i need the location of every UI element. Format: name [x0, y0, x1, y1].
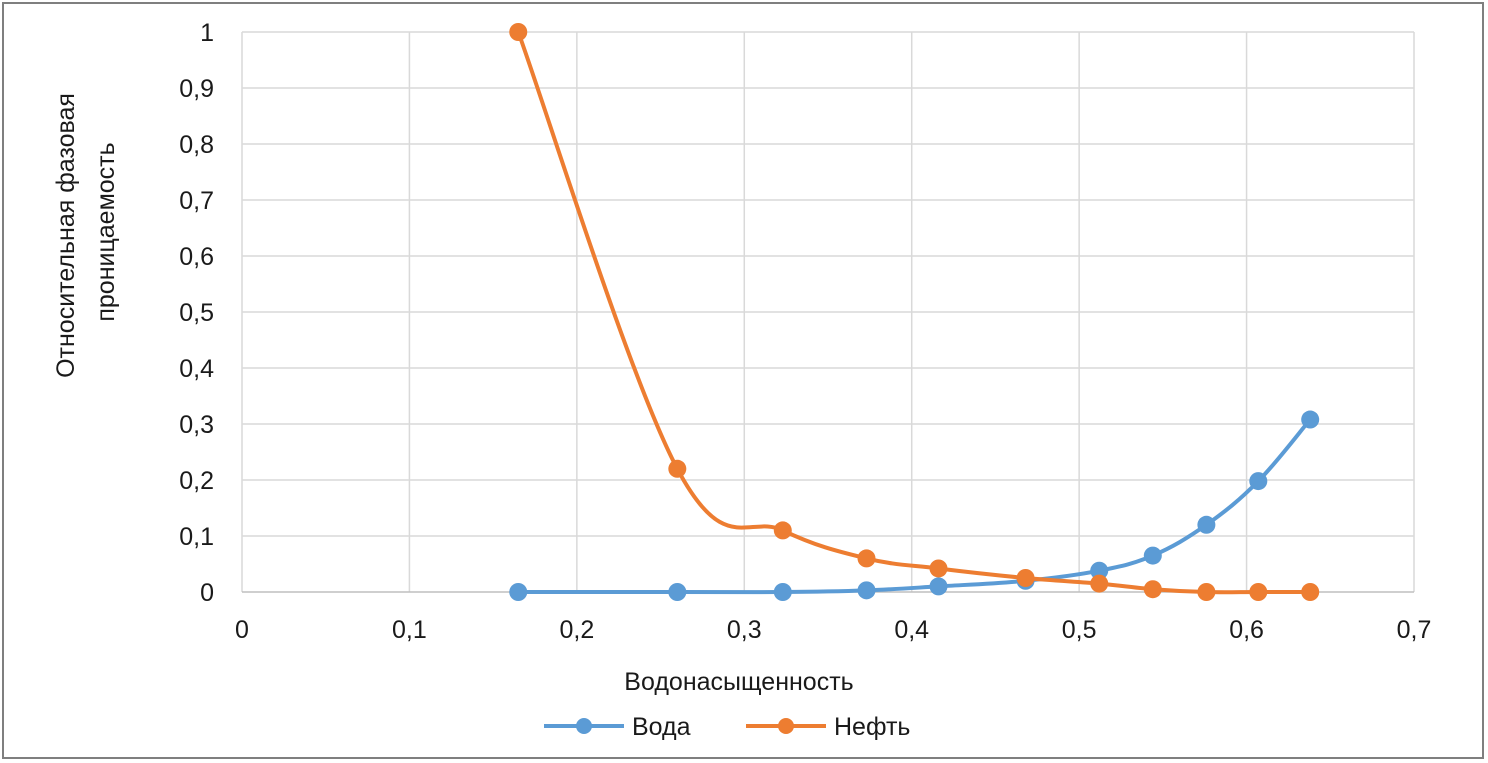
data-point — [1143, 546, 1162, 565]
y-tick-label: 0,8 — [179, 131, 214, 159]
y-tick-label: 0,5 — [179, 299, 214, 327]
data-point — [1249, 583, 1268, 601]
y-tick-label: 0,9 — [179, 75, 214, 103]
x-tick-label: 0,3 — [727, 616, 762, 644]
x-tick-label: 0 — [235, 616, 249, 644]
legend-label: Нефть — [834, 713, 910, 741]
data-point — [1197, 515, 1216, 534]
y-axis-title-line-2: проницаемость — [92, 142, 120, 321]
x-tick-label: 0,2 — [559, 616, 594, 644]
data-point — [857, 549, 876, 568]
x-tick-label: 0,1 — [392, 616, 427, 644]
y-tick-label: 0,7 — [179, 187, 214, 215]
tick-labels: 0 0,1 0,2 0,3 0,4 0,5 0,6 0,7 0 0,1 0,2 0,3 0,4 0,5 0,… — [179, 19, 1431, 644]
x-tick-label: 0,6 — [1229, 616, 1264, 644]
data-point — [929, 577, 948, 596]
y-tick-label: 0,6 — [179, 243, 214, 271]
data-point — [668, 583, 687, 601]
data-point — [509, 583, 528, 601]
x-axis-title: Водонасыщенность — [624, 668, 853, 696]
chart-svg: 0 0,1 0,2 0,3 0,4 0,5 0,6 0,7 0 0,1 0,2 0,3 0,4 0,5 0,… — [52, 19, 1431, 741]
legend: Вода Нефть — [544, 713, 910, 741]
y-tick-label: 1 — [200, 19, 214, 47]
y-tick-label: 0 — [200, 579, 214, 607]
grid-layer — [241, 31, 1415, 593]
y-axis-title: Относительная фазовая проницаемость — [52, 86, 120, 378]
data-point — [773, 583, 792, 601]
series-neft — [509, 23, 1320, 601]
x-tick-label: 0,5 — [1062, 616, 1097, 644]
data-point — [1143, 580, 1162, 599]
data-point — [929, 559, 948, 578]
data-point — [1249, 472, 1268, 491]
y-tick-label: 0,2 — [179, 467, 214, 495]
data-point — [1301, 583, 1320, 601]
data-point — [509, 23, 528, 41]
legend-label: Вода — [632, 713, 691, 741]
legend-swatch-marker — [576, 718, 592, 734]
legend-item: Нефть — [746, 713, 910, 741]
data-point — [1197, 583, 1216, 601]
legend-item: Вода — [544, 713, 691, 741]
legend-swatch-marker — [778, 718, 794, 734]
x-tick-label: 0,7 — [1397, 616, 1432, 644]
data-point — [1301, 410, 1320, 429]
y-tick-label: 0,4 — [179, 355, 214, 383]
data-point — [773, 521, 792, 540]
y-axis-title-line-1: Относительная фазовая — [52, 93, 80, 378]
data-point — [1090, 574, 1109, 593]
series-line — [516, 417, 1313, 595]
series-voda — [509, 410, 1320, 601]
y-tick-label: 0,3 — [179, 411, 214, 439]
data-point — [1016, 569, 1035, 587]
x-tick-label: 0,4 — [894, 616, 929, 644]
data-point — [668, 459, 687, 478]
data-point — [857, 581, 876, 600]
series-layer — [509, 23, 1320, 601]
y-tick-label: 0,1 — [179, 523, 214, 551]
data-point — [1090, 561, 1109, 580]
